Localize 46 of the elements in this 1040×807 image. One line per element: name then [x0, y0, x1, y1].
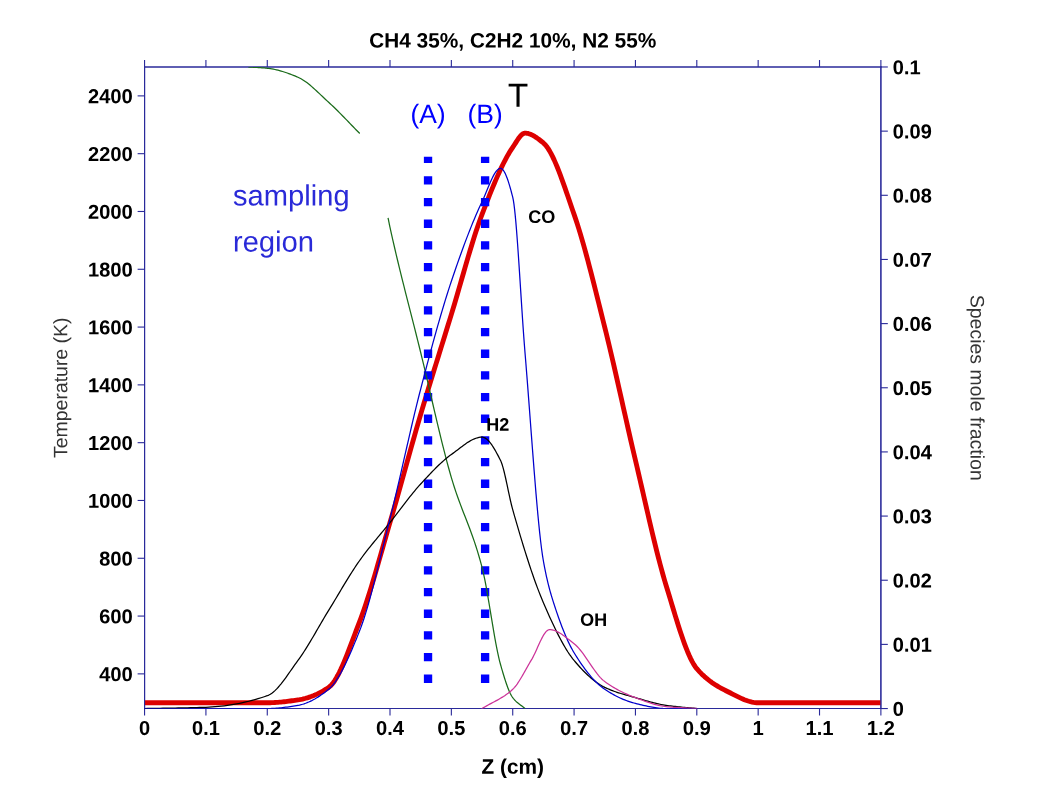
y2-tick-label: 0.07: [893, 252, 931, 267]
y-tick-label: 400: [99, 667, 132, 682]
x-tick-label: 0.7: [560, 720, 588, 736]
y2-tick-label: 0.04: [893, 445, 932, 460]
x-tick-label: 0.6: [499, 720, 526, 736]
y2-tick-label: 0.09: [893, 124, 932, 139]
y-tick-label: 1000: [89, 493, 132, 508]
series-label: CO: [528, 210, 555, 224]
y-tick-label: 2200: [88, 146, 132, 162]
annotation: sampling region: [233, 184, 348, 258]
y-tick-label: 1800: [89, 262, 132, 277]
y-tick-label: 2000: [88, 204, 132, 219]
series-label: H2: [487, 418, 509, 431]
y2-tick-label: 0.02: [893, 573, 932, 588]
y2-tick-label: 0.01: [893, 637, 932, 652]
x-tick-label: 0.8: [622, 720, 649, 736]
x-tick-label: 1: [753, 721, 764, 735]
y-tick-label: 800: [99, 551, 132, 566]
x-tick-label: 0: [139, 720, 150, 736]
series-label: OH: [580, 613, 606, 627]
y-tick-label: 1600: [89, 320, 132, 335]
x-axis-title: Z (cm): [482, 758, 543, 778]
ref-line-label: (B): [469, 103, 502, 129]
x-tick-label: 0.3: [315, 720, 342, 736]
chart-title: CH4 35%, C2H2 10%, N2 55%: [369, 32, 656, 51]
x-tick-label: 1.1: [806, 721, 833, 735]
x-tick-label: 0.5: [438, 720, 465, 736]
y-tick-label: 1200: [89, 435, 132, 451]
x-tick-label: 0.1: [192, 720, 220, 736]
x-tick-label: 1.2: [868, 720, 895, 735]
y2-tick-label: 0.05: [893, 381, 932, 396]
y2-tick-label: 0.03: [893, 509, 932, 524]
x-tick-label: 0.2: [254, 720, 281, 736]
y2-tick-label: 0.1: [893, 60, 921, 75]
y2-tick-label: 0.08: [893, 188, 932, 203]
y-tick-label: 1400: [89, 378, 132, 393]
y2-tick-label: 0: [893, 701, 904, 717]
ref-line-label: (A): [412, 103, 444, 129]
y-tick-label: 600: [99, 609, 132, 624]
y-tick-label: 2400: [88, 89, 132, 104]
y2-tick-label: 0.06: [893, 316, 932, 332]
x-tick-label: 0.4: [376, 720, 404, 736]
x-tick-label: 0.9: [683, 720, 711, 736]
y2-axis-title: Species mole fraction: [966, 295, 985, 480]
y-axis-title: Temperature (K): [53, 318, 72, 458]
series-label: T: [508, 83, 528, 107]
